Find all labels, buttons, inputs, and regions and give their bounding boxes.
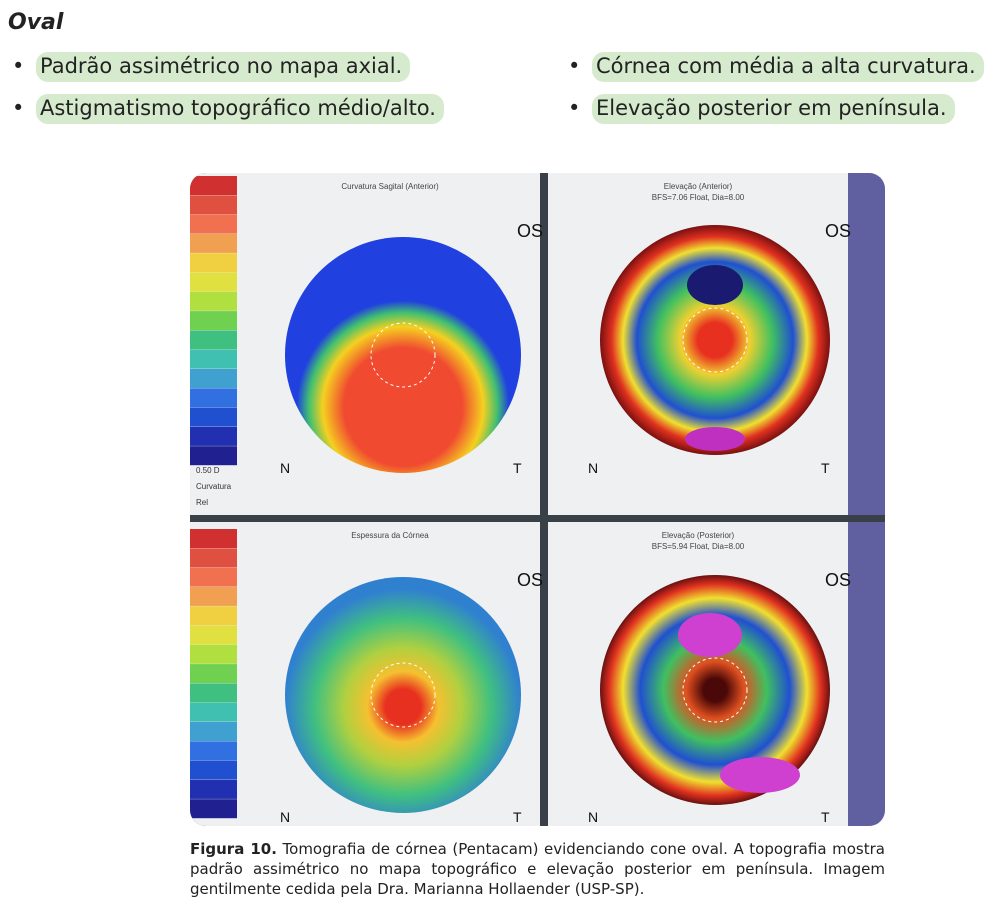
panel-title: Espessura da Córnea [351,531,429,540]
temporal-label: T [513,809,522,825]
scale-swatch [190,330,237,350]
temporal-label: T [821,460,830,476]
scale-swatch [190,722,237,741]
bullet: • Córnea com média a alta curvatura. [568,52,984,82]
nasal-label: N [280,460,290,476]
scale-swatch [190,253,237,273]
scale-footer: Rel [196,498,208,507]
bullet: • Elevação posterior em península. [568,94,955,124]
scale-swatch [190,426,237,446]
scale-swatch [190,195,237,215]
scale-swatch [190,683,237,703]
scale-swatch [190,586,237,606]
caption-label: Figura 10. [190,840,277,858]
scale-swatch [190,548,237,568]
scale-swatch [190,349,237,369]
temporal-label: T [821,809,830,825]
scale-swatch [190,567,237,587]
caption: Figura 10. Tomografia de córnea (Pentaca… [190,839,885,899]
scale-swatch [190,644,237,664]
panel-title: Elevação (Posterior) [662,531,735,540]
scale-swatch [190,702,237,722]
scale-swatch [190,388,237,408]
scale-swatch [190,664,237,684]
panel-subtitle: BFS=5.94 Float, Dia=8.00 [652,542,745,551]
scale-footer: Curvatura [196,482,232,491]
scale-swatch [190,233,237,253]
nasal-label: N [588,460,598,476]
eye-label: OS [517,221,543,241]
scale-swatch [190,779,237,799]
caption-text: Tomografia de córnea (Pentacam) evidenci… [190,840,885,898]
scale-swatch [190,291,237,311]
scale-swatch [190,369,237,388]
scale-swatch [190,741,237,761]
scale-swatch [190,625,237,645]
panel-subtitle: BFS=7.06 Float, Dia=8.00 [652,193,745,202]
nasal-label: N [280,809,290,825]
eye-label: OS [825,221,851,241]
scale-swatch [190,272,237,292]
scale-swatch [190,606,237,626]
eye-label: OS [825,570,851,590]
panel-title: Elevação (Anterior) [664,182,733,191]
scale-swatch [190,799,237,819]
scale-swatch [190,176,237,195]
bullet: • Padrão assimétrico no mapa axial. [12,52,411,82]
heading: Oval [8,10,64,35]
bullet: • Astigmatismo topográfico médio/alto. [12,94,444,124]
eye-label: OS [517,570,543,590]
scale-swatch [190,760,237,780]
scale-swatch [190,407,237,427]
scale-swatch [190,529,237,548]
scale-swatch [190,446,237,466]
scale-swatch [190,214,237,234]
temporal-label: T [513,460,522,476]
panel-title: Curvatura Sagital (Anterior) [341,182,439,191]
scale-footer: 0.50 D [196,466,220,475]
scale-swatch [190,311,237,331]
nasal-label: N [588,809,598,825]
figure-image: 0.50 D Curvatura Rel Curvatura Sagital (Ant… [190,173,885,826]
